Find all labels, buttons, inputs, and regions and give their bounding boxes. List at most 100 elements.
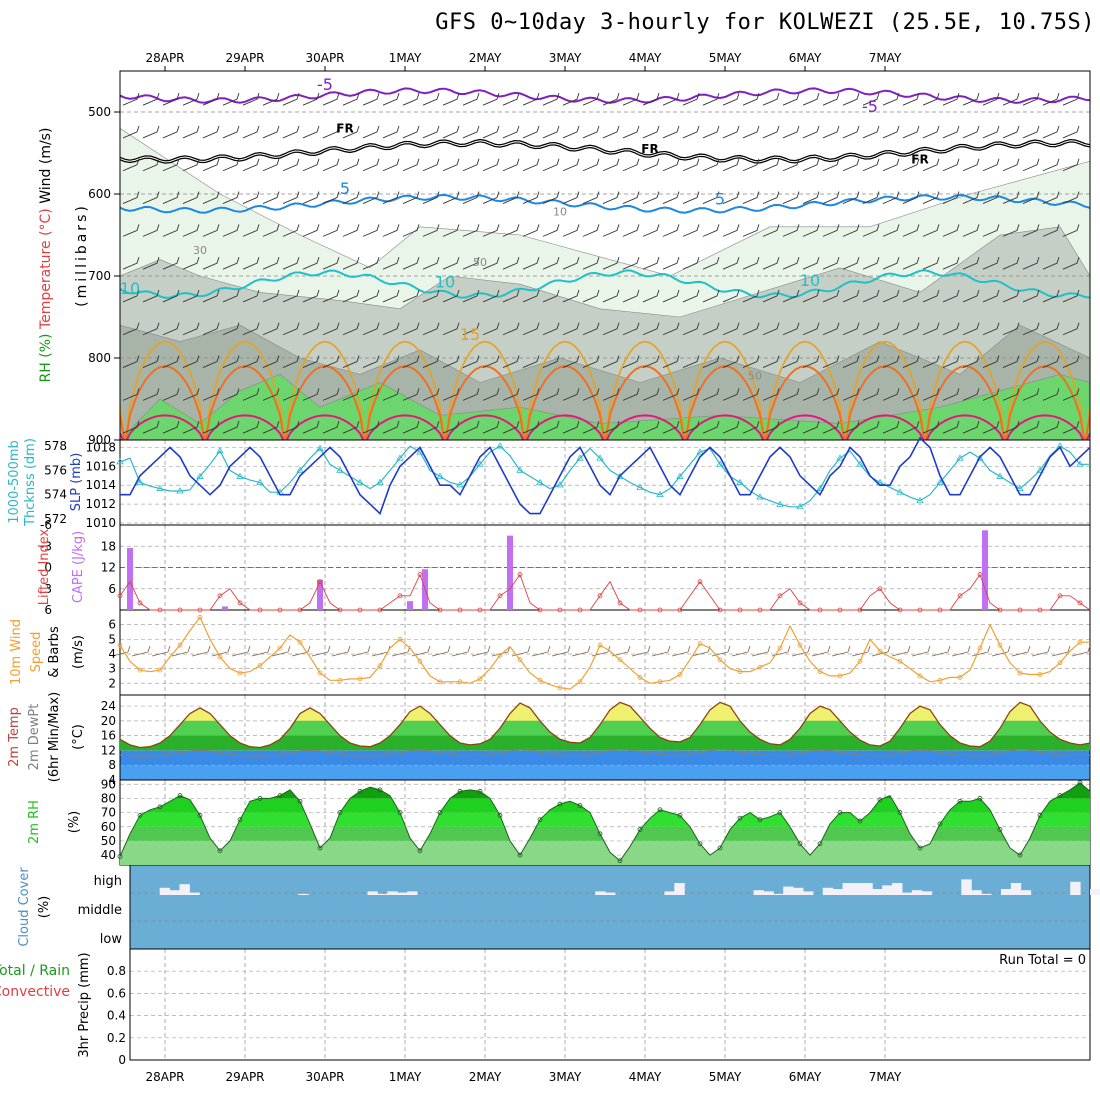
- wind10-barb: [431, 645, 451, 657]
- rh2m-series-point: [137, 813, 143, 818]
- wind10-speed-series-point: [1037, 672, 1043, 677]
- rh2m-series-point: [537, 817, 543, 823]
- wind10-speed-series-point: [217, 654, 223, 660]
- wind-barb: [402, 289, 420, 303]
- rh2m-series-point: [557, 801, 563, 807]
- rh2m-series-point: [1037, 813, 1043, 818]
- wind-barb: [242, 224, 260, 237]
- wind-barb: [902, 355, 920, 368]
- wind-barb: [742, 191, 760, 204]
- thickness-series-point: [636, 483, 644, 490]
- lifted-index-series-point: [417, 572, 423, 577]
- wind-barb: [942, 125, 960, 139]
- rh2m-series-point: [257, 796, 263, 801]
- wind-barb: [702, 93, 720, 106]
- wind10-barb: [951, 645, 971, 657]
- wind-barb: [622, 158, 640, 172]
- wind-barb: [402, 355, 420, 368]
- wind-barb: [362, 421, 380, 434]
- wind-barb: [582, 388, 600, 401]
- wind-barb: [982, 158, 1000, 172]
- cape-bar: [127, 548, 133, 610]
- lifted-index-series-point: [237, 600, 243, 606]
- thickness-series-point: [896, 488, 904, 495]
- wind-barb: [942, 224, 960, 237]
- cloud-high-bar: [763, 891, 774, 895]
- date-label-top: 2MAY: [469, 51, 502, 65]
- wind-barb: [162, 125, 180, 139]
- wind10-barb: [551, 645, 571, 657]
- wind10-speed-series-point: [697, 641, 703, 647]
- wind-barb: [242, 421, 260, 434]
- cape-ylabel-line: CAPE (J/kg): [71, 531, 86, 603]
- wind-barb: [222, 191, 240, 204]
- cape-bar: [507, 535, 513, 610]
- wind-barb: [962, 257, 980, 270]
- lifted-index-series-point: [1077, 600, 1083, 606]
- isotherm-10: [120, 269, 1090, 299]
- cloud-high-bar: [921, 891, 933, 895]
- cape-tick-label: 12: [101, 561, 116, 575]
- wind-barb: [542, 125, 560, 139]
- ytick-label: 5: [108, 632, 116, 646]
- cloud-high-bar: [802, 891, 814, 895]
- rh2m-ylabel-line: 2m RH: [27, 800, 42, 844]
- wind-barb: [242, 93, 260, 106]
- rh2m-series-point: [117, 854, 123, 859]
- wind-barb: [282, 191, 300, 204]
- wind-barb: [942, 93, 960, 106]
- wind-barb: [862, 421, 880, 434]
- wind-barb: [242, 388, 260, 401]
- run-total-label: Run Total = 0: [999, 953, 1086, 968]
- wind-barb: [282, 224, 300, 237]
- wind-barb: [702, 125, 720, 139]
- wind-barb: [142, 224, 160, 237]
- lifted-index-series-point: [557, 607, 563, 613]
- wind-barb: [1062, 224, 1080, 237]
- wind-barb: [802, 93, 820, 106]
- wind-barb: [362, 191, 380, 204]
- wind-barb: [162, 289, 180, 303]
- wind-barb: [722, 257, 740, 270]
- wind-barb: [142, 191, 160, 204]
- lifted-index-series-point: [577, 607, 583, 613]
- wind-barb: [262, 224, 280, 237]
- date-label-bottom: 3MAY: [549, 1070, 582, 1084]
- wind10-speed-series-point: [537, 677, 543, 683]
- wind10-speed-series-point: [737, 669, 743, 674]
- wind-barb: [882, 191, 900, 204]
- wind-barb: [982, 224, 1000, 237]
- wind-barb: [262, 158, 280, 172]
- wind-barb: [1022, 322, 1040, 336]
- wind-barb: [962, 355, 980, 368]
- temp-area-yellow: [183, 702, 1040, 721]
- wind10-barb: [711, 645, 731, 657]
- thickness-series-point: [556, 481, 564, 488]
- wind-barb: [1022, 355, 1040, 368]
- lifted-index-series-point: [677, 607, 683, 613]
- wind-barb: [262, 388, 280, 401]
- wind-barb: [702, 355, 720, 368]
- ytick-label: 40: [101, 848, 116, 862]
- isotherm-freezing-inner: [120, 140, 1090, 163]
- wind-barb: [382, 257, 400, 270]
- wind-barb: [322, 158, 340, 172]
- wind10-speed-series-point: [417, 658, 423, 664]
- wind-barb: [422, 322, 440, 336]
- wind-barb: [342, 322, 360, 336]
- wind-barb: [622, 289, 640, 303]
- wind-barb: [762, 388, 780, 401]
- wind10-speed-series-point: [397, 636, 403, 642]
- wind-barb: [1002, 289, 1020, 303]
- wind-barb: [842, 257, 860, 270]
- wind-barb: [1022, 257, 1040, 270]
- wind-barb: [862, 257, 880, 270]
- wind10-speed-series-point: [597, 642, 603, 648]
- wind-barb: [722, 322, 740, 336]
- wind-barb: [182, 257, 200, 270]
- wind10-speed-series-point: [857, 658, 863, 664]
- wind10-barb: [931, 645, 951, 657]
- wind-barb: [642, 125, 660, 139]
- wind10-speed-series-point: [717, 657, 723, 663]
- wind10-ylabel-4: (m/s): [71, 635, 86, 669]
